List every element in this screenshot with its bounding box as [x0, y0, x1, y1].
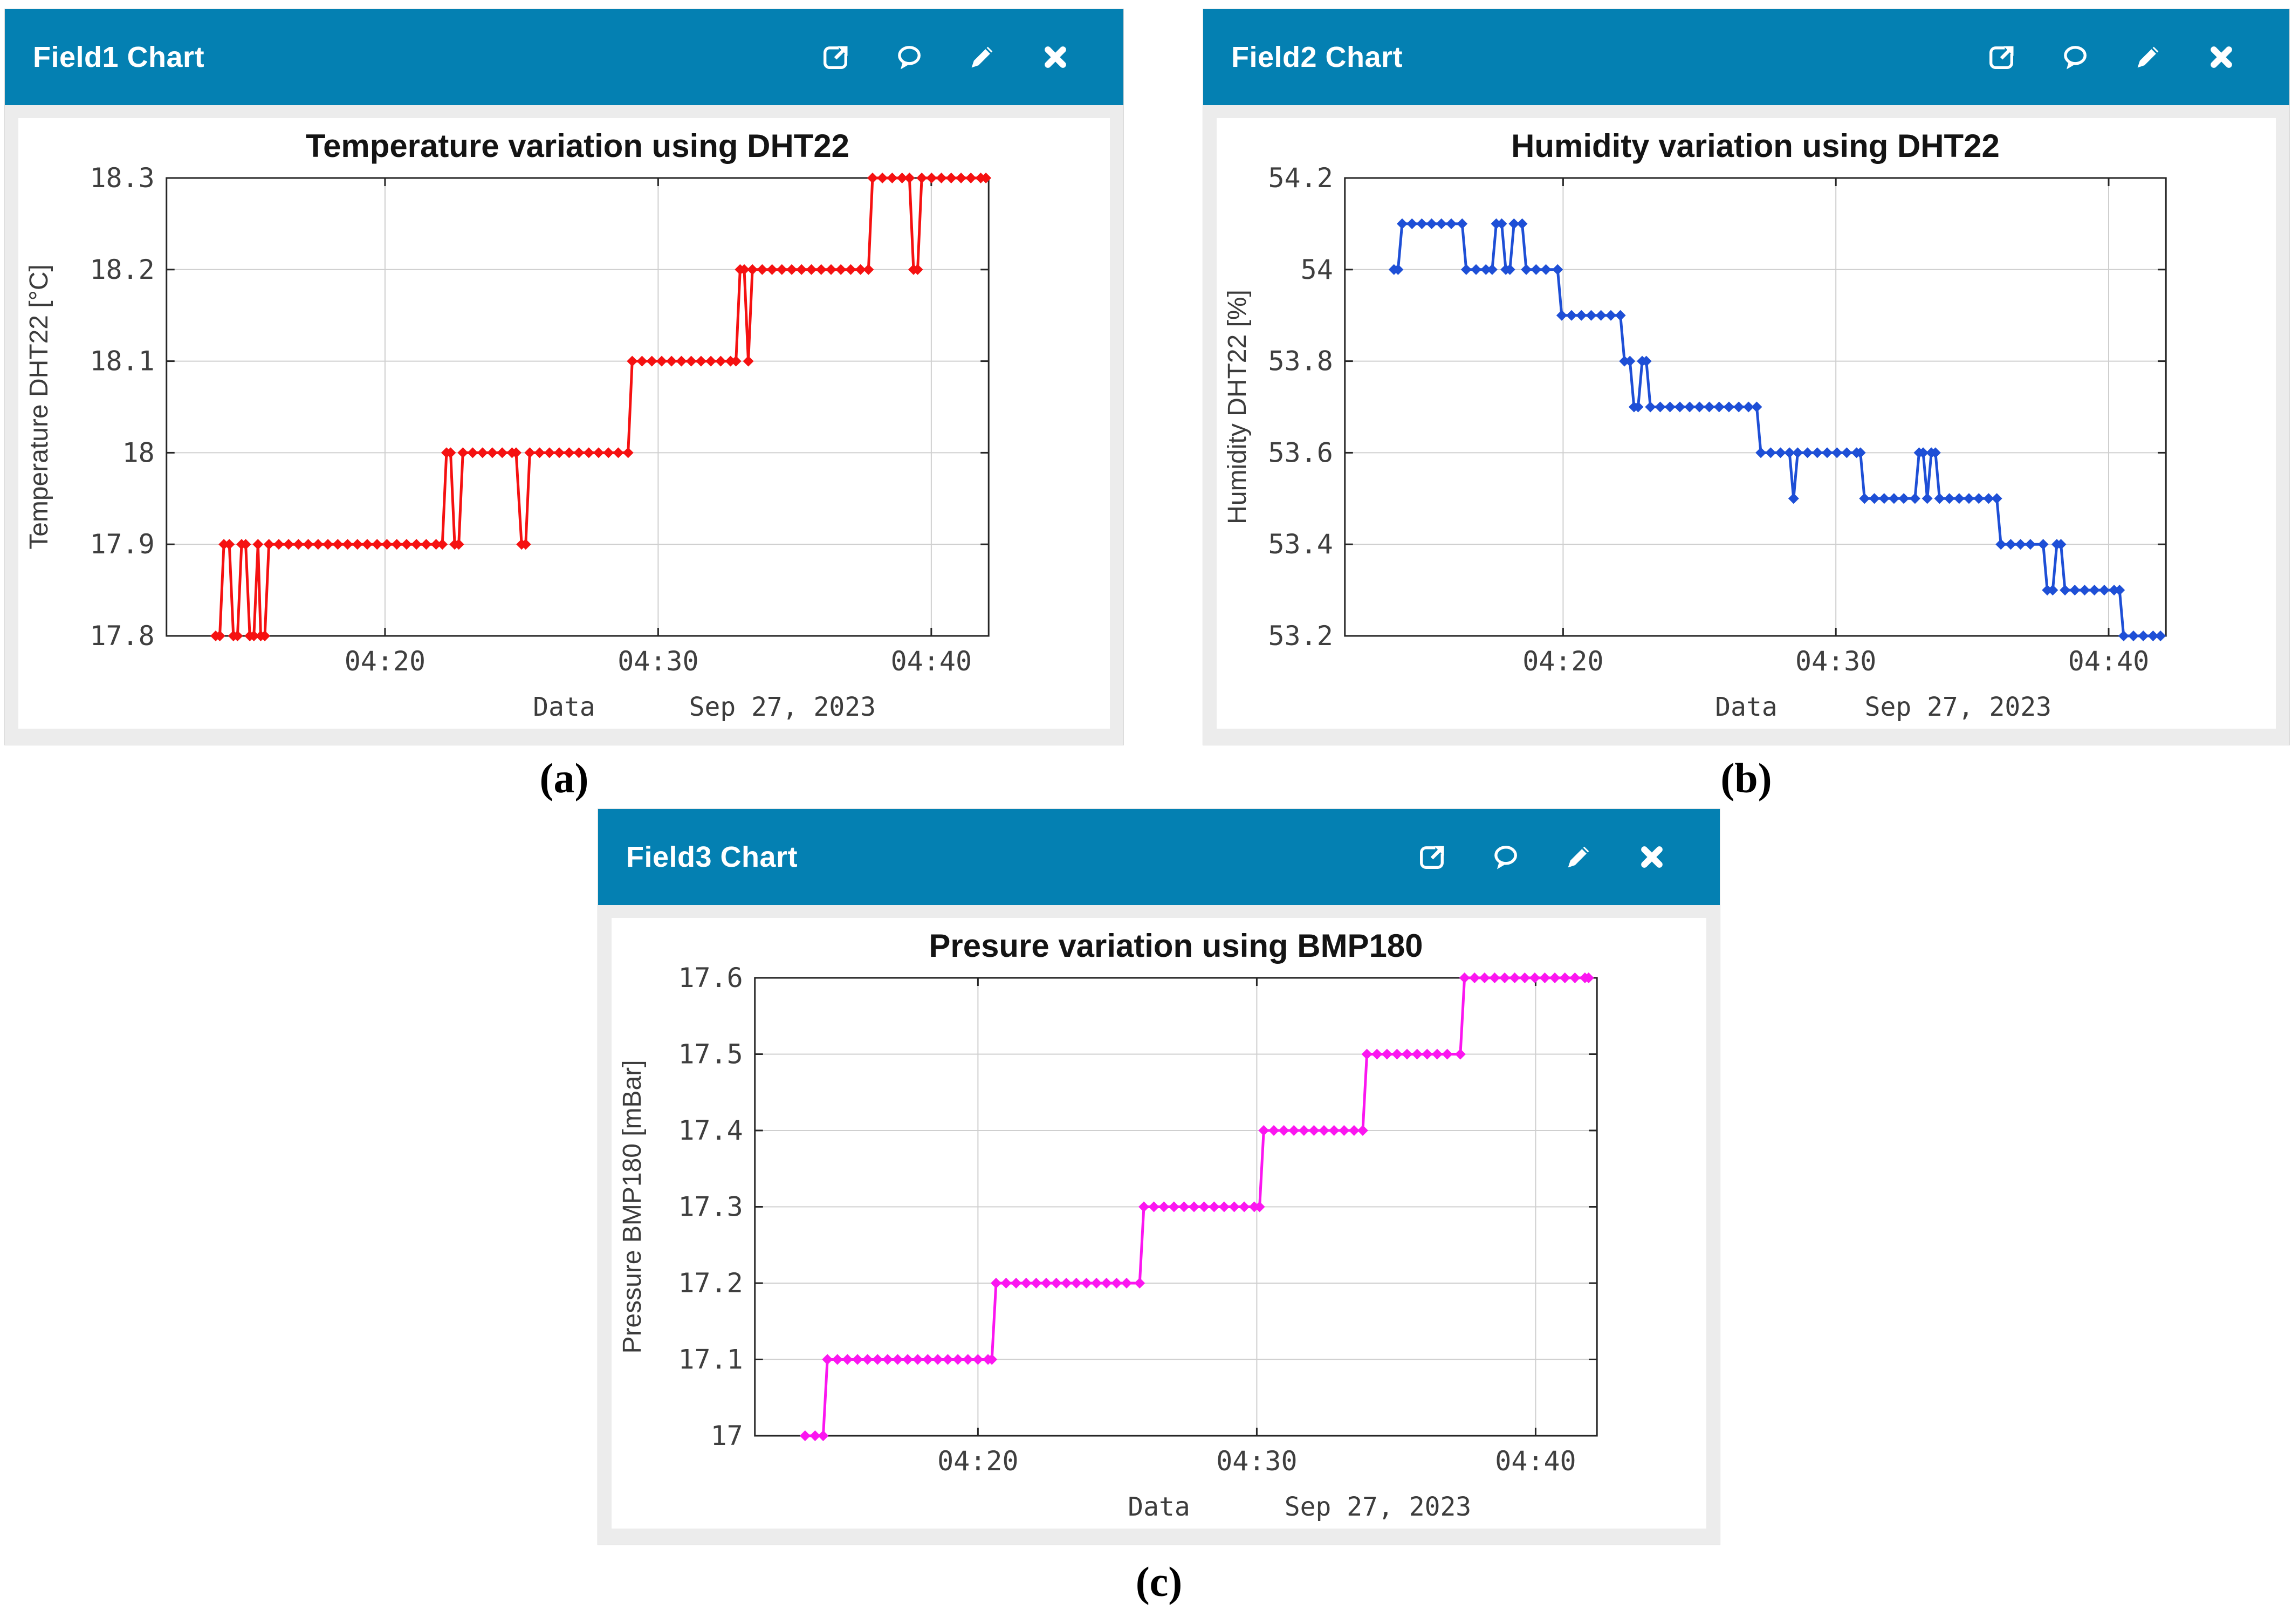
- svg-text:Temperature DHT22 [°C]: Temperature DHT22 [°C]: [25, 264, 53, 550]
- svg-text:17.8: 17.8: [90, 620, 154, 652]
- subfigure-caption-a: (a): [539, 755, 589, 801]
- svg-text:17.4: 17.4: [678, 1115, 743, 1146]
- svg-text:17.3: 17.3: [678, 1191, 743, 1222]
- widget-toolbar: [1985, 41, 2238, 73]
- external-link-icon[interactable]: [1985, 41, 2017, 73]
- svg-text:17: 17: [711, 1420, 743, 1451]
- chart-container: 04:20 04:30 04:40 17.8 17.9 18 18.1 18.2 18.3 Tem…: [18, 118, 1110, 729]
- svg-text:04:20: 04:20: [345, 646, 426, 677]
- svg-text:Sep 27, 2023: Sep 27, 2023: [689, 692, 876, 722]
- svg-text:04:20: 04:20: [937, 1445, 1018, 1477]
- svg-text:17.2: 17.2: [678, 1267, 743, 1299]
- svg-text:17.9: 17.9: [90, 529, 154, 560]
- widget-title: Field1 Chart: [33, 41, 205, 73]
- subfigure-caption-b: (b): [1720, 755, 1772, 801]
- external-link-icon[interactable]: [1416, 841, 1448, 873]
- svg-text:Pressure BMP180 [mBar]: Pressure BMP180 [mBar]: [618, 1060, 647, 1353]
- external-link-icon[interactable]: [819, 41, 852, 73]
- widget-title: Field2 Chart: [1231, 41, 1403, 73]
- svg-text:17.6: 17.6: [678, 962, 743, 993]
- humidity-chart: 04:20 04:30 04:40 53.2 53.4 53.6 53.8 54 54.2 Hum…: [1223, 128, 2167, 722]
- widget-header: Field2 Chart: [1203, 9, 2289, 105]
- temperature-chart: 04:20 04:30 04:40 17.8 17.9 18 18.1 18.2 18.3 Tem…: [25, 128, 992, 722]
- widget-body: 04:20 04:30 04:40 53.2 53.4 53.6 53.8 54 54.2 Hum…: [1203, 105, 2289, 729]
- svg-text:04:30: 04:30: [1216, 1445, 1297, 1477]
- close-icon[interactable]: [1636, 841, 1668, 873]
- svg-text:04:40: 04:40: [1495, 1445, 1576, 1477]
- svg-text:Data: Data: [533, 692, 595, 722]
- svg-text:18.1: 18.1: [90, 346, 154, 377]
- svg-text:Data: Data: [1715, 692, 1777, 722]
- svg-text:Sep 27, 2023: Sep 27, 2023: [1865, 692, 2051, 722]
- widget-body: 04:20 04:30 04:40 17.8 17.9 18 18.1 18.2 18.3 Tem…: [5, 105, 1123, 729]
- svg-text:04:40: 04:40: [2068, 646, 2149, 677]
- svg-text:Humidity variation using DHT22: Humidity variation using DHT22: [1511, 128, 2000, 164]
- svg-text:04:20: 04:20: [1522, 646, 1603, 677]
- widget-field3: Field3 Chart 04:20 04:30 04:40 17 17.1 17.2 17…: [598, 808, 1720, 1545]
- widget-header: Field3 Chart: [598, 809, 1720, 905]
- svg-text:54: 54: [1301, 254, 1333, 285]
- pencil-icon[interactable]: [966, 41, 998, 73]
- comment-icon[interactable]: [893, 41, 925, 73]
- pencil-icon[interactable]: [2132, 41, 2164, 73]
- svg-text:53.8: 53.8: [1268, 346, 1333, 377]
- widget-field2: Field2 Chart 04:20 04:30 04:40 53.2 53.4 53.6…: [1203, 9, 2290, 745]
- svg-text:18: 18: [122, 437, 155, 468]
- subfigure-caption-c: (c): [1135, 1558, 1183, 1605]
- widget-toolbar: [819, 41, 1072, 73]
- svg-text:Presure variation using BMP180: Presure variation using BMP180: [929, 928, 1423, 964]
- svg-text:Humidity DHT22 [%]: Humidity DHT22 [%]: [1223, 290, 1252, 524]
- widget-field1: Field1 Chart 04:20 04:30 04:40 17.8 17.9 18 18…: [4, 9, 1124, 745]
- close-icon[interactable]: [2205, 41, 2238, 73]
- svg-text:17.1: 17.1: [678, 1344, 743, 1375]
- widget-header: Field1 Chart: [5, 9, 1123, 105]
- svg-text:Data: Data: [1128, 1492, 1190, 1522]
- svg-text:54.2: 54.2: [1268, 162, 1333, 194]
- chart-container: 04:20 04:30 04:40 17 17.1 17.2 17.3 17.4 17.5 17.…: [612, 918, 1706, 1529]
- widget-body: 04:20 04:30 04:40 17 17.1 17.2 17.3 17.4 17.5 17.…: [598, 905, 1720, 1529]
- svg-text:Temperature variation using DH: Temperature variation using DHT22: [306, 128, 849, 164]
- svg-text:53.2: 53.2: [1268, 620, 1333, 652]
- svg-text:53.4: 53.4: [1268, 529, 1333, 560]
- comment-icon[interactable]: [2058, 41, 2091, 73]
- svg-text:17.5: 17.5: [678, 1038, 743, 1070]
- svg-text:04:40: 04:40: [891, 646, 972, 677]
- comment-icon[interactable]: [1489, 841, 1521, 873]
- svg-text:Sep 27, 2023: Sep 27, 2023: [1285, 1492, 1471, 1522]
- svg-text:04:30: 04:30: [617, 646, 698, 677]
- pressure-chart: 04:20 04:30 04:40 17 17.1 17.2 17.3 17.4 17.5 17.…: [618, 928, 1598, 1522]
- pencil-icon[interactable]: [1562, 841, 1595, 873]
- chart-container: 04:20 04:30 04:40 53.2 53.4 53.6 53.8 54 54.2 Hum…: [1217, 118, 2276, 729]
- svg-text:18.2: 18.2: [90, 254, 154, 285]
- svg-text:18.3: 18.3: [90, 162, 154, 194]
- widget-title: Field3 Chart: [626, 841, 798, 873]
- widget-toolbar: [1416, 841, 1668, 873]
- svg-text:53.6: 53.6: [1268, 437, 1333, 468]
- svg-text:04:30: 04:30: [1795, 646, 1876, 677]
- close-icon[interactable]: [1039, 41, 1072, 73]
